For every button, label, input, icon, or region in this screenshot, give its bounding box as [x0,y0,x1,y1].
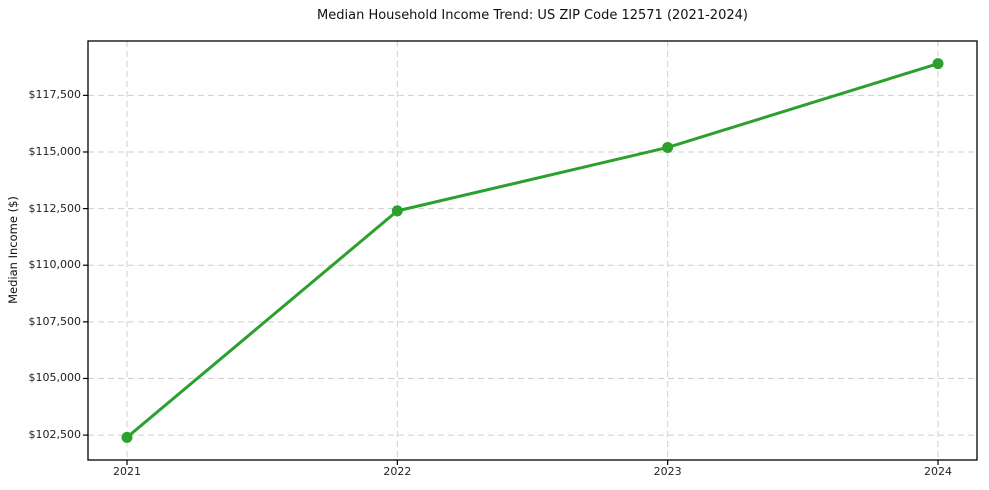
data-point [932,58,944,70]
y-tick-label: $112,500 [28,201,82,215]
x-tick-label: 2023 [653,465,682,478]
y-tick-label: $115,000 [28,144,82,158]
y-tick-label: $117,500 [28,88,82,102]
plot-border [87,40,978,461]
series-line [125,62,940,439]
data-point [391,205,403,217]
x-tick-label: 2024 [924,465,952,478]
x-tick-label: 2021 [113,465,141,478]
y-tick-label: $110,000 [28,258,82,272]
x-tick-label: 2022 [383,465,412,478]
data-point [121,431,133,443]
data-point [662,141,674,153]
y-tick-label: $105,000 [28,371,82,385]
y-tick-label: $102,500 [28,428,82,442]
y-tick-label: $107,500 [28,314,82,328]
chart-title: Median Household Income Trend: US ZIP Co… [317,8,748,23]
